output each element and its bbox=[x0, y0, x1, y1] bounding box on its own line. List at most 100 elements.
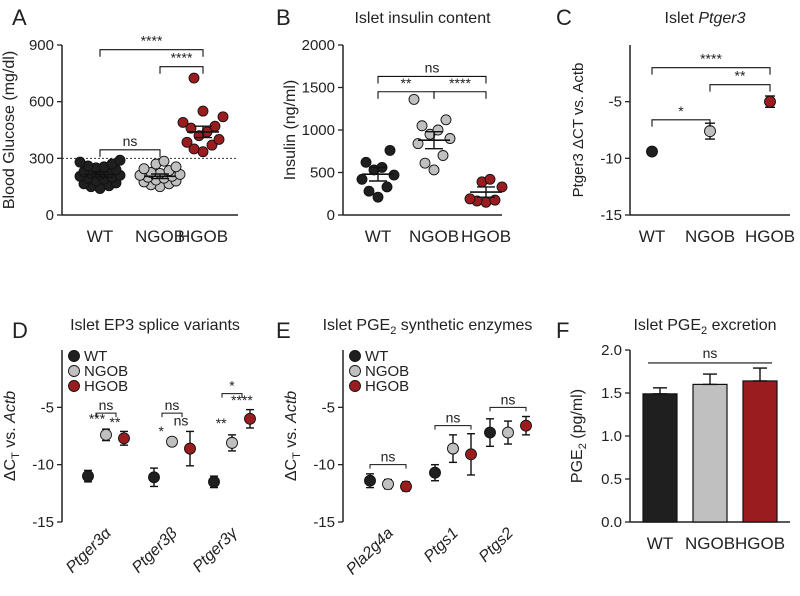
mean-point bbox=[764, 95, 776, 108]
series-ngob bbox=[134, 155, 186, 193]
bracket-line bbox=[221, 393, 243, 398]
significance-bracket: **** bbox=[159, 50, 204, 74]
data-point bbox=[388, 169, 400, 181]
data-point bbox=[197, 146, 209, 158]
mean-point bbox=[520, 419, 532, 432]
mean-point bbox=[82, 470, 94, 483]
data-point bbox=[360, 156, 372, 168]
significance-bracket: ** bbox=[377, 75, 435, 99]
data-point bbox=[372, 191, 384, 203]
bracket-line bbox=[377, 91, 435, 99]
legend-label: WT bbox=[84, 348, 107, 365]
legend-marker bbox=[68, 365, 80, 377]
legend-label: WT bbox=[365, 348, 388, 365]
significance-label: ns bbox=[381, 449, 396, 465]
mean-point bbox=[364, 474, 376, 487]
bracket-line bbox=[434, 425, 472, 430]
y-tick-label: 600 bbox=[29, 94, 54, 111]
y-tick-label: 0 bbox=[46, 207, 54, 224]
significance-label: **** bbox=[231, 392, 253, 408]
significance-label: **** bbox=[141, 33, 163, 49]
y-tick-label: 1.5 bbox=[601, 385, 622, 402]
group-pla2g4a: ns bbox=[364, 449, 412, 493]
sem-bar bbox=[477, 186, 495, 198]
data-point bbox=[416, 120, 428, 132]
y-tick-label: 300 bbox=[29, 150, 54, 167]
mean-point bbox=[704, 125, 716, 138]
significance-label: * bbox=[678, 103, 684, 119]
panel-title: Islet insulin content bbox=[354, 10, 491, 27]
data-point bbox=[213, 133, 225, 145]
panel-letter: B bbox=[276, 5, 291, 30]
bracket-line bbox=[369, 464, 407, 469]
data-point bbox=[188, 72, 200, 84]
data-point bbox=[437, 150, 449, 161]
x-tick-label: WT bbox=[365, 227, 391, 246]
significance-label: ** bbox=[401, 75, 412, 91]
panel-title: Islet EP3 splice variants bbox=[70, 317, 240, 334]
data-point bbox=[412, 138, 424, 150]
y-axis-F: 0.0 0.5 1.0 1.5 2.0 bbox=[601, 342, 631, 531]
legend-label: NGOB bbox=[365, 363, 409, 380]
mean-point bbox=[502, 426, 514, 439]
data-point bbox=[408, 93, 420, 105]
significance-label: **** bbox=[171, 50, 193, 66]
sem-bar bbox=[91, 171, 109, 178]
y-axis-label: ΔCT vs. Actb bbox=[2, 391, 22, 481]
legend-marker bbox=[349, 365, 361, 377]
group-ptger3γ: ******* bbox=[208, 378, 256, 489]
y-tick-label: -5 bbox=[609, 94, 622, 111]
significance-label: ** bbox=[735, 68, 746, 84]
y-axis-E: -15 -10 -5 bbox=[313, 350, 344, 531]
bar bbox=[692, 383, 728, 523]
x-tick-label: NGOB bbox=[685, 227, 735, 246]
panel-letter: D bbox=[12, 318, 28, 343]
data-point bbox=[484, 173, 496, 185]
data-point bbox=[197, 105, 209, 117]
significance-label: ns bbox=[99, 397, 114, 413]
bracket-line bbox=[377, 75, 487, 84]
data-point bbox=[432, 124, 444, 136]
error-bar bbox=[753, 367, 767, 382]
mean-point bbox=[244, 412, 256, 425]
data-point bbox=[381, 181, 393, 193]
mean-point bbox=[465, 448, 477, 461]
group-ptger3β: ns*ns bbox=[148, 397, 196, 488]
significance-bracket: **** bbox=[433, 75, 487, 99]
bracket-line bbox=[161, 412, 183, 418]
significance-label: ns bbox=[446, 410, 461, 426]
significance-bracket: ns bbox=[648, 345, 772, 364]
data-point bbox=[177, 116, 189, 128]
significance-label: ns bbox=[174, 413, 189, 429]
bracket-line bbox=[433, 91, 487, 99]
mean-point bbox=[447, 442, 459, 455]
y-axis-D: -15 -10 -5 bbox=[32, 350, 63, 531]
panel-letter: E bbox=[276, 318, 291, 343]
data-point bbox=[419, 157, 431, 169]
y-tick-label: -10 bbox=[600, 150, 622, 167]
bracket-line bbox=[651, 67, 771, 75]
y-axis-C: -15 -10 -5 bbox=[600, 45, 631, 224]
mean-point bbox=[148, 471, 160, 484]
x-tick-label: Ptgs2 bbox=[476, 525, 517, 566]
x-tick-label: Ptger3β bbox=[129, 525, 181, 577]
significance-label: ns bbox=[703, 345, 718, 361]
data-point bbox=[464, 193, 476, 205]
series-wt bbox=[356, 144, 400, 203]
x-tick-label: HGOB bbox=[745, 227, 795, 246]
y-axis-label: PGE2 (pg/ml) bbox=[569, 389, 589, 483]
series-hgob bbox=[764, 95, 776, 109]
x-tick-label: NGOB bbox=[685, 534, 735, 553]
x-tick-label: HGOB bbox=[178, 227, 228, 246]
mean-point bbox=[646, 145, 658, 158]
legend-marker bbox=[349, 380, 361, 392]
x-tick-label: Pla2g4a bbox=[343, 525, 397, 579]
sem-bar bbox=[194, 125, 212, 139]
series-hgob bbox=[177, 72, 229, 158]
x-tick-label: NGOB bbox=[135, 227, 185, 246]
significance-label: ns bbox=[123, 133, 138, 149]
bar-ngob bbox=[692, 373, 728, 523]
x-tick-label: WT bbox=[647, 534, 673, 553]
data-point bbox=[185, 122, 197, 134]
